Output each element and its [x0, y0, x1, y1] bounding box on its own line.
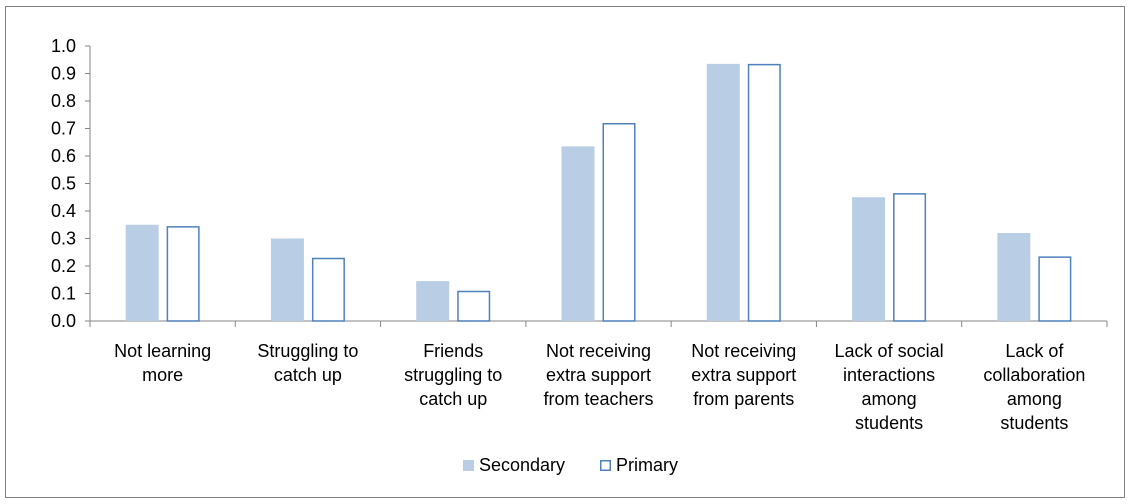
legend-label-secondary: Secondary — [479, 455, 565, 475]
x-tick-label: Lack of collaboration among students — [983, 341, 1085, 433]
x-tick-label: Not receiving extra support from parents — [691, 341, 796, 409]
x-tick-label: Struggling to catch up — [257, 341, 358, 385]
bar-primary — [602, 123, 636, 322]
y-tick-label: 0.0 — [51, 311, 76, 331]
bar-secondary — [270, 238, 304, 321]
bar-secondary — [997, 233, 1031, 321]
y-tick-label: 0.1 — [51, 284, 76, 304]
legend-label-primary: Primary — [616, 455, 678, 475]
legend-swatch-primary — [600, 460, 611, 471]
x-tick-label: Lack of social interactions among students — [835, 341, 944, 433]
y-tick-label: 0.6 — [51, 146, 76, 166]
bar-secondary — [706, 63, 740, 321]
bar-primary — [457, 290, 491, 322]
y-tick-label: 0.9 — [51, 64, 76, 84]
x-tick-label: Not learning more — [114, 341, 211, 385]
x-tick-label: Friends struggling to catch up — [404, 341, 502, 409]
bar-secondary — [416, 281, 450, 321]
bar-secondary — [125, 224, 159, 321]
bar-secondary — [852, 197, 886, 321]
y-tick-label: 0.3 — [51, 229, 76, 249]
bar-primary — [747, 63, 781, 322]
y-tick-label: 0.5 — [51, 174, 76, 194]
bar-primary — [166, 226, 200, 322]
y-tick-label: 0.7 — [51, 119, 76, 139]
y-tick-label: 1.0 — [51, 36, 76, 56]
bar-primary — [311, 257, 345, 322]
y-tick-label: 0.4 — [51, 201, 76, 221]
legend-swatch-secondary — [463, 460, 474, 471]
bar-primary — [893, 193, 927, 322]
y-tick-label: 0.8 — [51, 91, 76, 111]
bar-secondary — [561, 146, 595, 321]
bar-primary — [1038, 256, 1072, 322]
y-tick-label: 0.2 — [51, 256, 76, 276]
x-tick-label: Not receiving extra support from teachers — [543, 341, 653, 409]
